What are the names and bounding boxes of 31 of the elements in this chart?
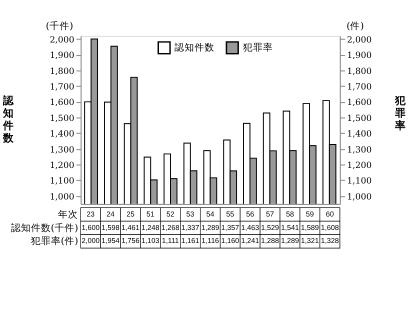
y-tick-label: 1,000 xyxy=(50,192,74,202)
y2-tick-label: 1,000 xyxy=(347,192,372,202)
y2-tick-label: 1,500 xyxy=(347,114,372,124)
y-tick-label: 1,600 xyxy=(50,98,74,108)
y-tick-label: 1,300 xyxy=(50,145,74,156)
y-tick-label: 1,900 xyxy=(50,51,74,62)
y-tick-label: 1,700 xyxy=(50,82,74,92)
text: 犯罪率(件) xyxy=(30,235,78,248)
text: 年次 xyxy=(58,208,78,220)
y-tick-label: 1,400 xyxy=(50,130,74,140)
y2-tick-label: 1,200 xyxy=(347,160,372,171)
y-tick-label: 1,500 xyxy=(50,114,74,124)
y-tick-label: 1,200 xyxy=(50,160,74,171)
y-tick-label: 1,100 xyxy=(50,176,74,187)
y2-tick-label: 1,400 xyxy=(347,130,372,140)
y2-tick-label: 1,300 xyxy=(347,145,372,156)
text: (千件) xyxy=(46,20,74,32)
y2-tick-label: 1,600 xyxy=(347,98,372,108)
y-tick-label: 1,800 xyxy=(50,66,74,77)
text: 認知件数(千件) xyxy=(10,222,78,234)
y2-tick-label: 1,700 xyxy=(347,82,372,92)
y2-tick-label: 2,000 xyxy=(347,35,372,46)
legend-label: 認知件数 xyxy=(174,42,215,54)
y2-tick-label: 1,800 xyxy=(347,66,372,77)
y2-tick-label: 1,900 xyxy=(347,51,372,62)
y-tick-label: 2,000 xyxy=(50,35,74,46)
legend-label: 犯罪率 xyxy=(242,42,273,54)
y2-axis-title: 犯罪率 xyxy=(394,95,408,132)
text: (件) xyxy=(346,21,364,32)
y2-tick-label: 1,100 xyxy=(347,176,372,187)
y-axis-title: 認知件数 xyxy=(2,94,15,144)
